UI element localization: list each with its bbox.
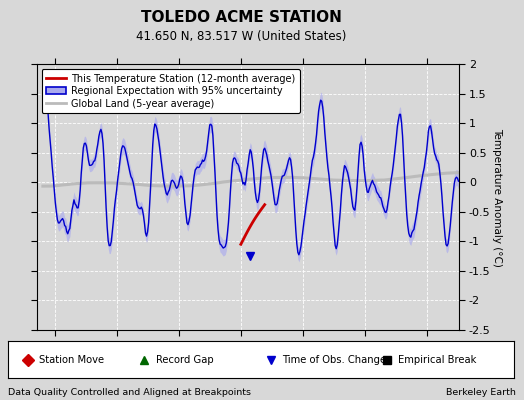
Text: Record Gap: Record Gap	[156, 354, 213, 365]
Text: Time of Obs. Change: Time of Obs. Change	[282, 354, 386, 365]
Text: Station Move: Station Move	[39, 354, 104, 365]
Text: Berkeley Earth: Berkeley Earth	[446, 388, 516, 397]
Y-axis label: Temperature Anomaly (°C): Temperature Anomaly (°C)	[492, 128, 502, 266]
Text: Empirical Break: Empirical Break	[398, 354, 477, 365]
Text: TOLEDO ACME STATION: TOLEDO ACME STATION	[140, 10, 342, 25]
Text: 41.650 N, 83.517 W (United States): 41.650 N, 83.517 W (United States)	[136, 30, 346, 43]
Text: Data Quality Controlled and Aligned at Breakpoints: Data Quality Controlled and Aligned at B…	[8, 388, 251, 397]
Legend: This Temperature Station (12-month average), Regional Expectation with 95% uncer: This Temperature Station (12-month avera…	[41, 69, 300, 114]
